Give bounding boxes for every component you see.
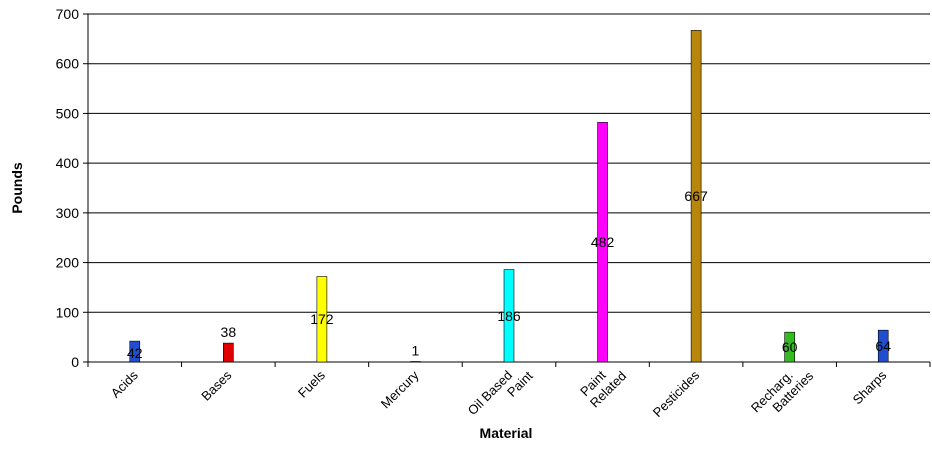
bar bbox=[784, 331, 795, 363]
bar bbox=[223, 342, 234, 363]
data-label: 42 bbox=[127, 345, 143, 361]
x-tick-label: Acids bbox=[108, 367, 141, 400]
bar bbox=[597, 122, 608, 363]
bar bbox=[410, 361, 421, 363]
y-axis-title: Pounds bbox=[9, 162, 25, 214]
y-tick-label: 100 bbox=[56, 304, 80, 320]
x-tick-label: Sharps bbox=[850, 367, 890, 407]
y-tick-label: 500 bbox=[56, 105, 80, 121]
y-tick-label: 400 bbox=[56, 155, 80, 171]
x-tick-label: Recharg.Batteries bbox=[748, 357, 817, 426]
y-tick-label: 300 bbox=[56, 205, 80, 221]
bar bbox=[690, 30, 702, 363]
x-axis-title: Material bbox=[480, 425, 533, 441]
x-tick-label: Fuels bbox=[295, 367, 328, 400]
data-label: 38 bbox=[221, 324, 237, 340]
y-tick-label: 600 bbox=[56, 56, 80, 72]
data-label: 60 bbox=[782, 339, 798, 355]
y-tick-label: 200 bbox=[56, 255, 80, 271]
data-label: 1 bbox=[412, 343, 420, 359]
y-tick-label: 700 bbox=[56, 6, 80, 22]
x-tick-label: PaintRelated bbox=[576, 358, 629, 411]
data-label: 64 bbox=[875, 338, 891, 354]
data-label: 482 bbox=[591, 234, 615, 250]
data-label: 172 bbox=[310, 311, 334, 327]
x-tick-label: Pesticides bbox=[650, 367, 703, 420]
data-label: 186 bbox=[497, 308, 521, 324]
bar bbox=[877, 329, 889, 363]
y-tick-label: 0 bbox=[71, 354, 79, 370]
bar bbox=[316, 276, 328, 363]
x-tick-label: Oil BasedPaint bbox=[465, 357, 536, 428]
bar bbox=[503, 269, 515, 363]
x-tick-label: Bases bbox=[198, 367, 235, 404]
bar bbox=[129, 340, 141, 363]
x-tick-label: Mercury bbox=[378, 367, 422, 411]
data-label: 667 bbox=[684, 188, 708, 204]
